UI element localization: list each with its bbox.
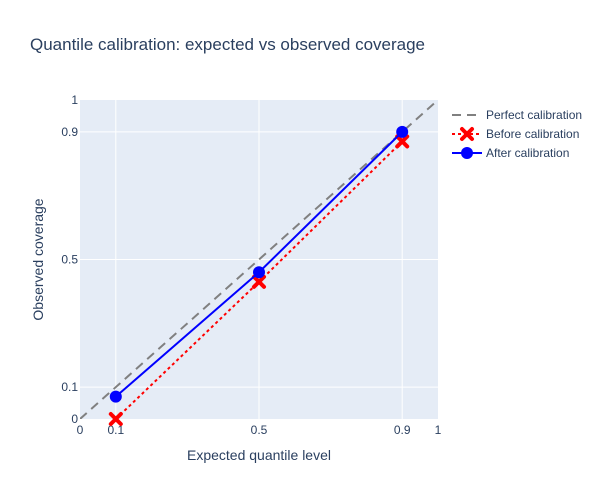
- y-tick-label: 0.5: [61, 253, 78, 267]
- legend-item[interactable]: Before calibration: [452, 127, 579, 141]
- data-point: [108, 412, 123, 426]
- legend-item[interactable]: After calibration: [452, 146, 569, 160]
- y-tick-label: 0.1: [61, 380, 78, 394]
- x-tick-label: 0: [77, 423, 84, 437]
- legend-marker: [460, 127, 474, 141]
- series-0: [80, 100, 438, 419]
- grid-layer: [80, 100, 438, 419]
- x-tick-label: 0.9: [394, 423, 411, 437]
- legend-label: Perfect calibration: [486, 108, 582, 122]
- x-tick-label: 0.5: [251, 423, 268, 437]
- series-1: [108, 134, 410, 426]
- x-axis-title: Expected quantile level: [187, 447, 331, 463]
- data-point: [253, 266, 265, 279]
- legend-item[interactable]: Perfect calibration: [452, 108, 582, 122]
- series-2: [109, 125, 409, 403]
- legend: Perfect calibration Before calibration Aft…: [452, 108, 582, 160]
- data-point: [109, 390, 122, 403]
- series-layer: [80, 100, 438, 426]
- legend-label: After calibration: [486, 146, 569, 160]
- ticks-layer: 0 0.1 0.5 0.9 1 0 0.1 0.5 0.9 1: [61, 93, 441, 437]
- y-axis-title: Observed coverage: [30, 198, 46, 320]
- y-tick-label: 0: [71, 412, 78, 426]
- x-tick-label: 0.1: [107, 423, 124, 437]
- data-point: [252, 274, 266, 289]
- chart-title: Quantile calibration: expected vs observ…: [30, 35, 425, 54]
- series-line: [80, 100, 438, 419]
- x-tick-label: 1: [435, 423, 442, 437]
- data-point: [396, 125, 409, 138]
- legend-marker: [461, 147, 473, 159]
- y-tick-label: 0.9: [61, 125, 78, 139]
- y-tick-label: 1: [71, 93, 78, 107]
- data-point: [395, 134, 410, 149]
- legend-label: Before calibration: [486, 127, 579, 141]
